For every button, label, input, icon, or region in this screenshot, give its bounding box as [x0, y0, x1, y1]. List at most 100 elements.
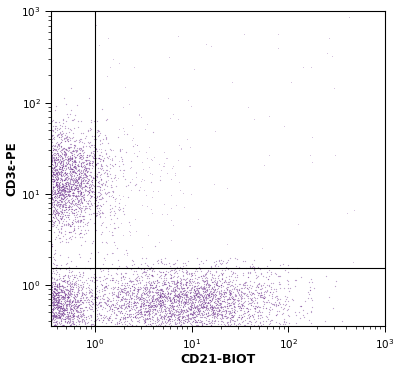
Point — [150, 285, 156, 291]
Point — [56, 275, 63, 281]
Point — [146, 296, 152, 302]
Point — [192, 280, 198, 286]
Point — [223, 301, 230, 307]
Point — [58, 292, 64, 298]
Point — [65, 301, 72, 307]
Point — [120, 205, 126, 211]
Point — [127, 311, 134, 317]
Point — [127, 307, 133, 313]
Point — [101, 256, 107, 262]
Point — [124, 311, 130, 317]
Point — [110, 212, 117, 218]
Point — [86, 153, 92, 159]
Point — [122, 308, 129, 314]
Point — [49, 307, 56, 313]
Point — [170, 306, 176, 312]
Point — [68, 281, 75, 287]
Point — [48, 158, 54, 164]
Point — [64, 287, 71, 293]
Point — [218, 304, 224, 310]
Point — [166, 316, 172, 322]
Point — [135, 311, 141, 317]
Point — [149, 292, 156, 298]
Point — [58, 305, 64, 311]
Point — [132, 313, 139, 319]
Point — [222, 322, 228, 328]
Point — [275, 302, 282, 308]
Point — [57, 315, 63, 321]
Point — [200, 303, 207, 309]
Point — [218, 288, 224, 294]
Point — [55, 152, 62, 158]
Point — [245, 305, 252, 311]
Point — [50, 143, 57, 149]
Point — [61, 301, 67, 307]
Point — [71, 295, 78, 301]
Point — [104, 167, 110, 173]
Point — [248, 302, 254, 308]
Point — [74, 219, 81, 225]
Point — [52, 189, 58, 195]
Point — [114, 215, 120, 221]
Point — [133, 268, 139, 274]
Point — [273, 293, 279, 299]
Point — [190, 296, 196, 302]
Point — [71, 211, 78, 217]
Point — [188, 287, 194, 293]
Point — [167, 308, 173, 314]
Point — [86, 311, 93, 317]
Point — [133, 318, 140, 324]
Point — [156, 304, 163, 310]
Point — [63, 152, 69, 158]
Point — [115, 280, 121, 286]
Point — [206, 294, 213, 300]
Point — [54, 184, 61, 190]
Point — [181, 295, 188, 301]
Point — [69, 288, 75, 294]
Point — [85, 227, 91, 233]
Point — [134, 291, 140, 297]
Point — [194, 293, 200, 299]
Point — [72, 165, 79, 171]
Point — [53, 179, 59, 185]
Point — [159, 299, 165, 305]
Point — [52, 164, 58, 170]
Point — [192, 304, 198, 310]
Point — [78, 160, 84, 166]
Point — [61, 292, 68, 298]
Point — [64, 325, 70, 331]
Point — [106, 290, 113, 296]
Point — [86, 301, 92, 307]
Point — [60, 323, 66, 328]
Point — [50, 165, 57, 171]
Point — [184, 97, 191, 103]
Point — [133, 312, 139, 318]
Point — [74, 184, 80, 190]
Point — [50, 315, 57, 321]
Point — [76, 140, 83, 145]
Point — [219, 260, 225, 266]
Point — [52, 183, 58, 189]
Point — [153, 317, 160, 323]
Point — [202, 278, 208, 283]
Point — [49, 165, 55, 171]
Point — [129, 278, 136, 284]
Point — [110, 189, 116, 195]
Point — [192, 305, 198, 311]
Point — [70, 187, 77, 193]
Point — [96, 209, 102, 215]
Point — [227, 292, 233, 298]
Point — [102, 314, 108, 320]
Point — [180, 288, 186, 294]
Point — [70, 168, 76, 174]
Point — [78, 314, 84, 320]
Point — [118, 308, 124, 314]
Point — [146, 310, 152, 316]
Point — [49, 199, 55, 205]
Point — [157, 303, 164, 309]
Point — [188, 294, 194, 300]
Point — [50, 196, 56, 202]
Point — [173, 288, 180, 294]
Point — [224, 185, 230, 191]
Point — [46, 126, 53, 132]
